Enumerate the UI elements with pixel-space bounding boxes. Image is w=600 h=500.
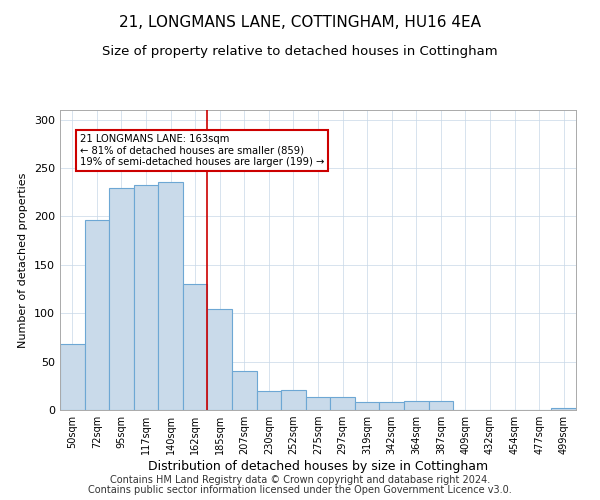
Bar (404, 402, 428, 410)
Bar (428, 402, 453, 410)
Text: 21, LONGMANS LANE, COTTINGHAM, HU16 4EA: 21, LONGMANS LANE, COTTINGHAM, HU16 4EA (119, 15, 481, 30)
Bar (183, 284, 208, 410)
Bar (109, 188, 134, 410)
Bar (355, 402, 379, 410)
Bar (208, 310, 232, 410)
Bar (306, 398, 330, 410)
X-axis label: Distribution of detached houses by size in Cottingham: Distribution of detached houses by size … (148, 460, 488, 473)
Text: 21 LONGMANS LANE: 163sqm
← 81% of detached houses are smaller (859)
19% of semi-: 21 LONGMANS LANE: 163sqm ← 81% of detach… (80, 134, 324, 168)
Text: Size of property relative to detached houses in Cottingham: Size of property relative to detached ho… (102, 45, 498, 58)
Bar (60, 344, 85, 410)
Text: Contains HM Land Registry data © Crown copyright and database right 2024.: Contains HM Land Registry data © Crown c… (110, 475, 490, 485)
Bar (232, 372, 257, 410)
Bar (330, 398, 355, 410)
Bar (379, 402, 404, 410)
Bar (85, 220, 109, 410)
Y-axis label: Number of detached properties: Number of detached properties (19, 172, 28, 348)
Bar (158, 182, 183, 410)
Bar (551, 408, 576, 410)
Bar (281, 390, 306, 410)
Text: Contains public sector information licensed under the Open Government Licence v3: Contains public sector information licen… (88, 485, 512, 495)
Bar (134, 186, 158, 410)
Bar (257, 390, 281, 410)
